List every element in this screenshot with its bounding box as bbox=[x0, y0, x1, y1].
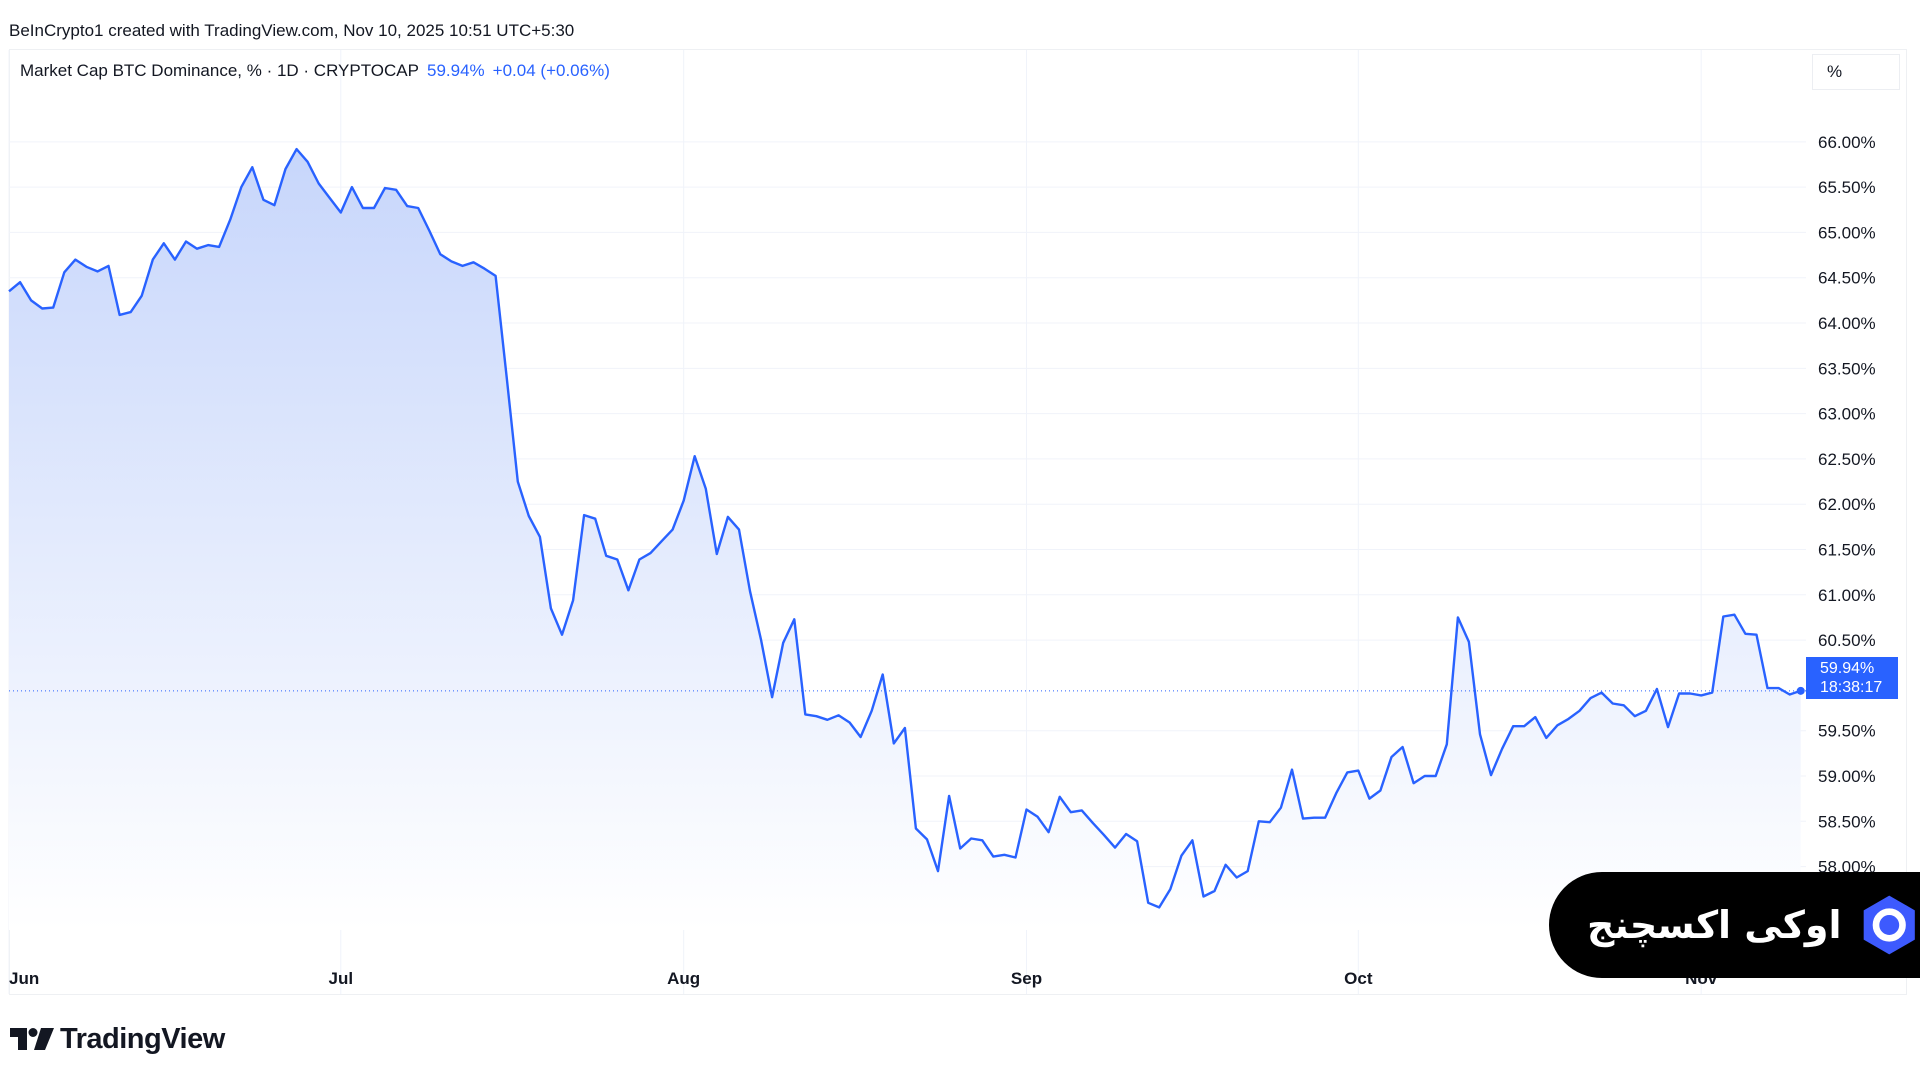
y-tick-label: 61.50% bbox=[1818, 541, 1876, 560]
y-tick-label: 63.50% bbox=[1818, 359, 1876, 378]
okex-watermark: اوکی اکسچنج bbox=[1549, 872, 1920, 978]
symbol-description: Market Cap BTC Dominance, % · 1D · CRYPT… bbox=[20, 61, 419, 80]
y-tick-label: 59.50% bbox=[1818, 722, 1876, 741]
tradingview-wordmark: TradingView bbox=[60, 1022, 225, 1055]
x-tick-label: Jun bbox=[9, 969, 39, 988]
y-tick-label: 65.00% bbox=[1818, 223, 1876, 242]
y-tick-label: 65.50% bbox=[1818, 178, 1876, 197]
last-price-tag: 59.94% 18:38:17 bbox=[1806, 657, 1898, 699]
y-tick-label: 58.50% bbox=[1818, 812, 1876, 831]
y-tick-label: 62.00% bbox=[1818, 495, 1876, 514]
x-tick-label: Oct bbox=[1344, 969, 1373, 988]
y-tick-label: 62.50% bbox=[1818, 450, 1876, 469]
tradingview-mark-icon bbox=[10, 1028, 54, 1050]
chart-credit: BeInCrypto1 created with TradingView.com… bbox=[9, 21, 575, 40]
y-tick-label: 63.00% bbox=[1818, 405, 1876, 424]
series-line bbox=[8, 147, 1802, 909]
y-tick-label: 60.50% bbox=[1818, 631, 1876, 650]
y-tick-label: 66.00% bbox=[1818, 133, 1876, 152]
y-tick-label: 61.00% bbox=[1818, 586, 1876, 605]
symbol-legend[interactable]: Market Cap BTC Dominance, % · 1D · CRYPT… bbox=[20, 61, 610, 81]
price-tag-value: 59.94% bbox=[1820, 660, 1875, 677]
y-tick-label: 58.00% bbox=[1818, 858, 1876, 877]
y-tick-label: 59.00% bbox=[1818, 767, 1876, 786]
series-area bbox=[9, 149, 1801, 931]
tradingview-logo[interactable]: TradingView bbox=[10, 1022, 225, 1056]
okex-badge-icon bbox=[1863, 895, 1915, 955]
change-value: +0.04 (+0.06%) bbox=[492, 61, 610, 80]
percent-scale-button[interactable]: % bbox=[1812, 54, 1900, 90]
last-point-marker bbox=[1796, 686, 1805, 695]
x-tick-label: Aug bbox=[667, 969, 700, 988]
last-value: 59.94% bbox=[427, 61, 485, 80]
x-tick-label: Jul bbox=[329, 969, 354, 988]
x-tick-label: Sep bbox=[1011, 969, 1042, 988]
y-tick-label: 64.50% bbox=[1818, 269, 1876, 288]
y-tick-label: 64.00% bbox=[1818, 314, 1876, 333]
price-tag-countdown: 18:38:17 bbox=[1820, 679, 1883, 696]
watermark-text: اوکی اکسچنج bbox=[1587, 903, 1842, 947]
